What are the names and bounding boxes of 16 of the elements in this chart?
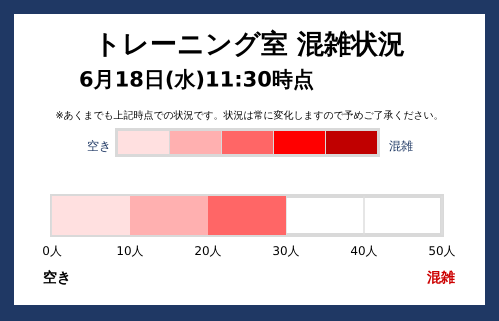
text: 混雑 <box>389 139 413 153</box>
x-tick-label: 40人 <box>350 244 378 258</box>
text: 混雑 <box>426 270 455 286</box>
bar <box>52 196 130 235</box>
bar <box>208 196 286 235</box>
x-tick-label: 50人 <box>428 244 456 258</box>
chart-title: トレーニング室 混雑状況 <box>94 29 406 60</box>
chart-subtitle: 6月18日(水)11:30時点 <box>79 68 314 92</box>
x-tick-label: 20人 <box>194 244 222 258</box>
text: 空き <box>87 139 111 153</box>
bar <box>130 196 208 235</box>
text: 空き <box>43 269 71 286</box>
x-tick-label: 10人 <box>116 244 144 258</box>
x-tick-label: 0人 <box>42 244 62 258</box>
text: ※あくまでも上記時点での状況です。状況は常に変化しますので予めご了承ください。 <box>55 110 444 122</box>
x-tick-label: 30人 <box>272 244 300 258</box>
